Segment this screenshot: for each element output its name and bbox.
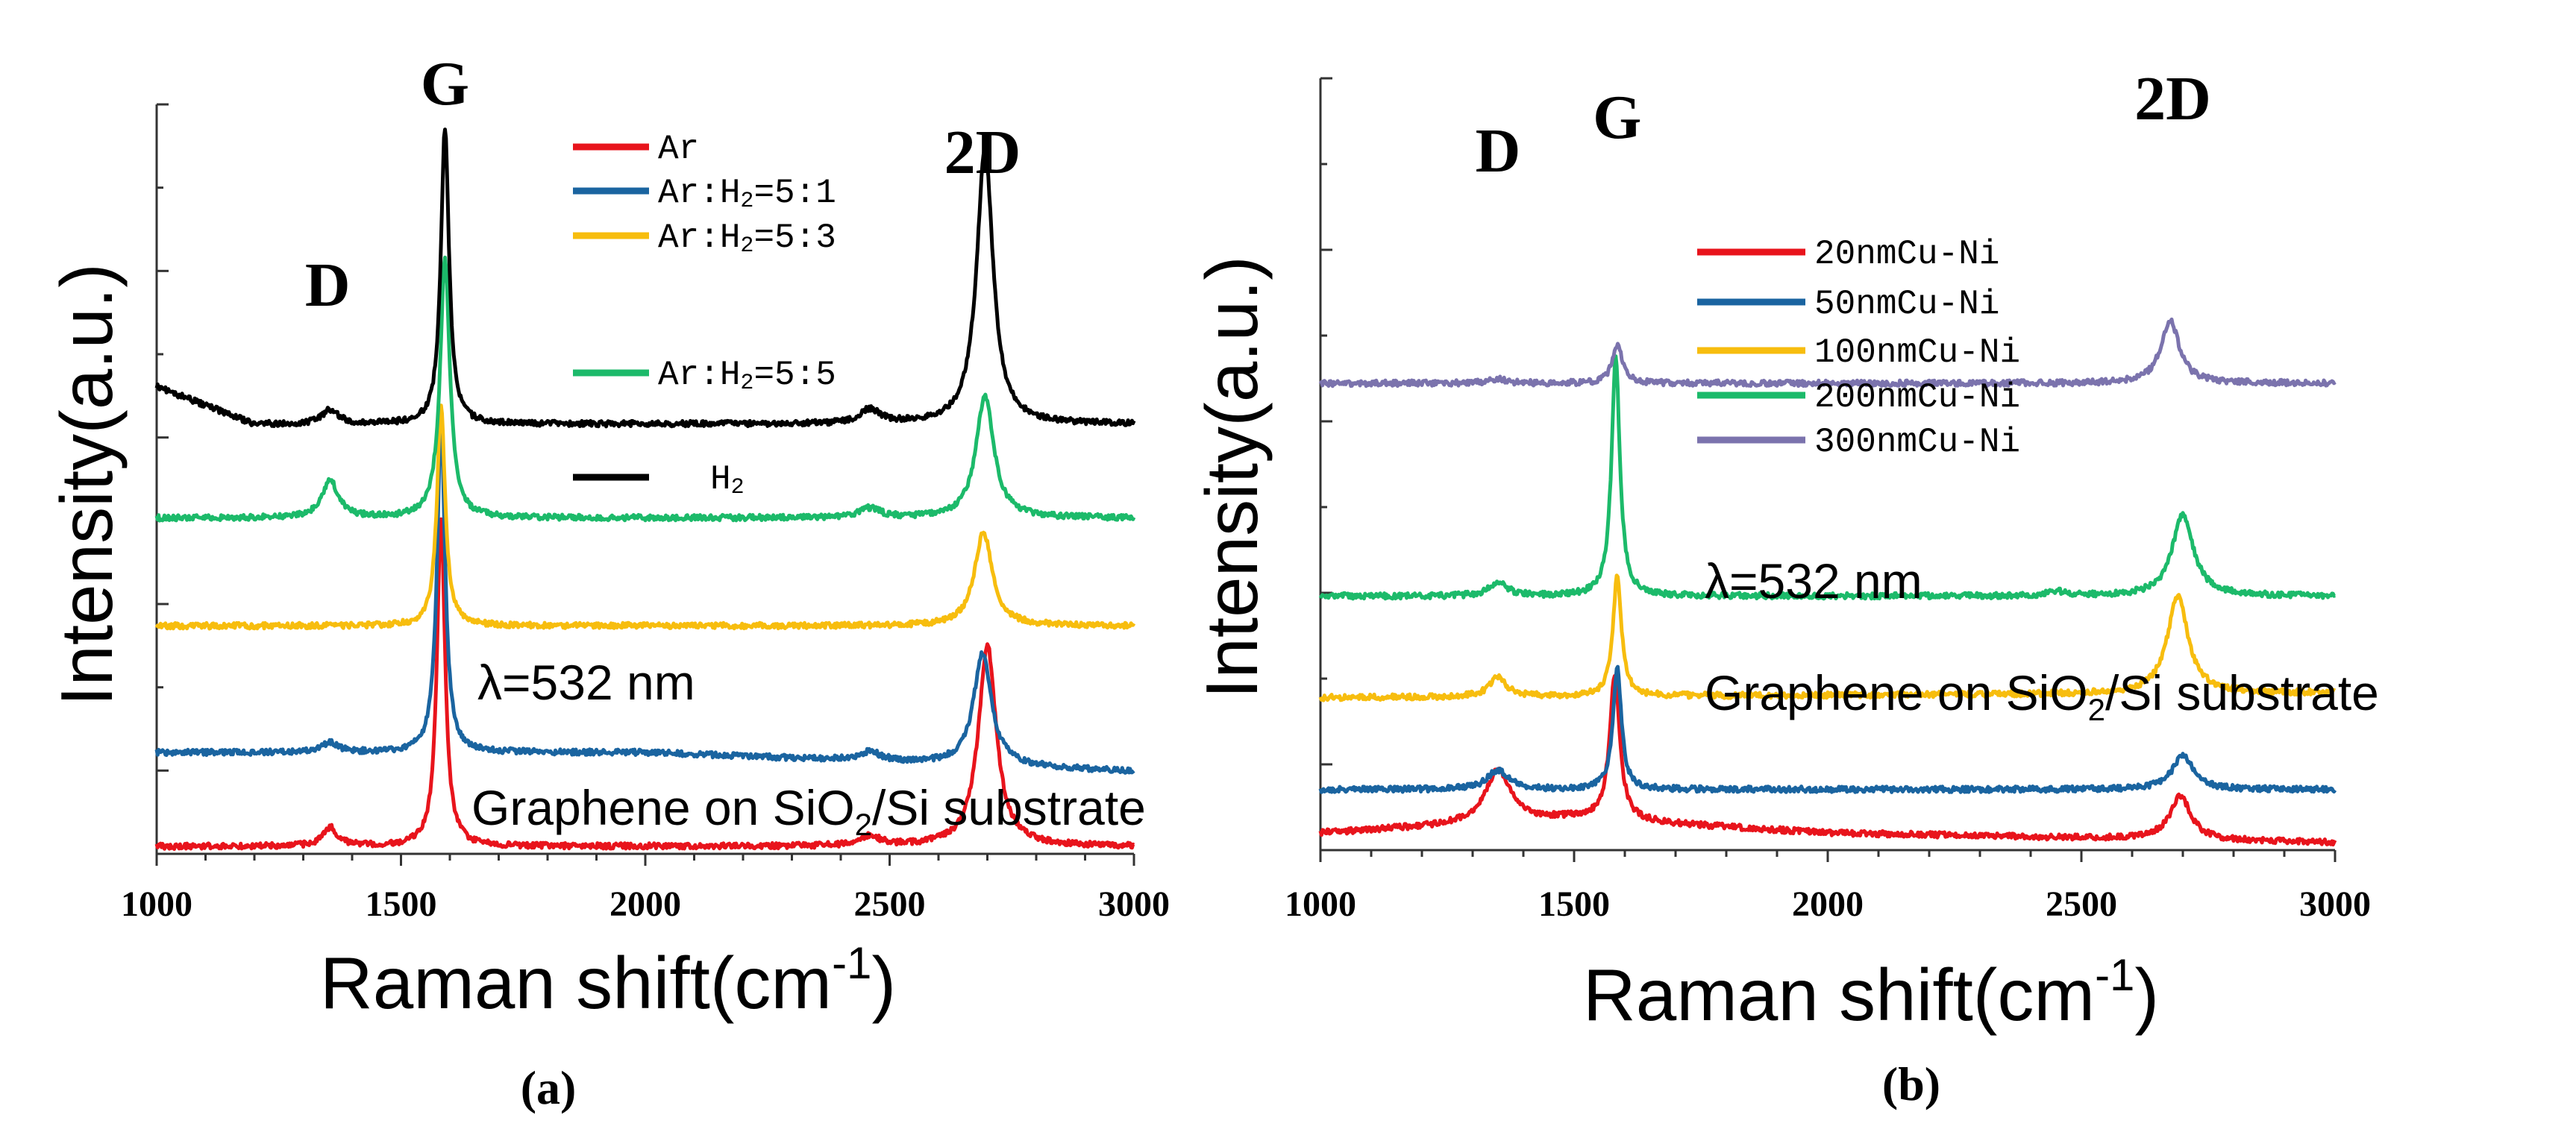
spectrum-200nmCu-Ni	[1318, 354, 2337, 601]
peak-label: 2D	[2134, 64, 2211, 133]
peak-label: G	[1593, 83, 1641, 152]
panel-a-peak-labels: D G 2D	[305, 49, 1021, 320]
legend-a-text-1: Ar	[658, 130, 699, 169]
panel-a-wavelength-annotation: λ=532 nm	[477, 655, 695, 710]
panel-a-axes	[155, 103, 1135, 866]
spectrum-Ar:H2=5:3	[154, 403, 1136, 631]
x-tick-label: 1000	[1285, 884, 1356, 924]
panel-a-y-axis-title: Intensity(a.u.)	[46, 263, 128, 706]
peak-label: G	[421, 49, 469, 119]
legend-b-text-4: 200nmCu-Ni	[1814, 378, 2020, 417]
spectrum-300nmCu-Ni	[1318, 317, 2337, 389]
panel-b-curves	[1318, 317, 2337, 847]
x-tick-label: 1500	[366, 884, 437, 924]
x-tick-label: 2000	[609, 884, 681, 924]
panel-b-x-tick-labels: 1000 1500 2000 2500 3000	[1285, 884, 2371, 924]
spectrum-Ar:H2=5:1	[154, 424, 1135, 775]
panel-a-substrate-annotation: Graphene on SiO2/Si substrate	[471, 780, 1146, 842]
panel-a-label: (a)	[521, 1061, 577, 1114]
panel-b-legend: 20nmCu-Ni 50nmCu-Ni 100nmCu-Ni 200nmCu-N…	[1697, 235, 2020, 462]
spectrum-Ar	[154, 517, 1135, 851]
spectrum-20nmCu-Ni	[1318, 674, 2337, 847]
spectrum-H2	[154, 128, 1136, 429]
spectrum-Ar:H2=5:5	[154, 255, 1136, 523]
legend-a-text-5: H2	[710, 460, 745, 500]
legend-a-text-2: Ar:H2=5:1	[658, 174, 836, 214]
panel-a-x-tick-labels: 1000 1500 2000 2500 3000	[121, 884, 1170, 924]
spectrum-50nmCu-Ni	[1318, 664, 2337, 794]
x-tick-label: 2500	[854, 884, 926, 924]
panel-b-substrate-annotation: Graphene on SiO2/Si substrate	[1705, 665, 2379, 727]
panel-a-x-axis-title: Raman shift(cm-1)	[320, 938, 896, 1024]
x-tick-label: 1000	[121, 884, 192, 924]
spectrum-100nmCu-Ni	[1318, 573, 2337, 702]
panel-b-x-axis-title: Raman shift(cm-1)	[1583, 950, 2159, 1036]
peak-label: 2D	[944, 118, 1021, 187]
panel-b-y-axis-title: Intensity(a.u.)	[1191, 256, 1273, 699]
x-tick-label: 3000	[1098, 884, 1170, 924]
x-tick-label: 1500	[1538, 884, 1610, 924]
x-tick-label: 2500	[2046, 884, 2117, 924]
panel-b-peak-labels: D G 2D	[1476, 64, 2211, 186]
legend-b-text-3: 100nmCu-Ni	[1814, 333, 2020, 372]
peak-label: D	[1476, 116, 1521, 186]
panel-b-axes	[1319, 77, 2337, 862]
panel-b: 1000 1500 2000 2500 3000 D G 2D 20nmCu-Ni 50nm…	[1191, 64, 2379, 1110]
panel-a-curves	[154, 128, 1136, 851]
panel-a-legend: Ar Ar:H2=5:1 Ar:H2=5:3 Ar:H2=5:5 H2	[573, 130, 836, 500]
panel-a: 1000 1500 2000 2500 3000 D G 2D Ar Ar:H2=5:1 A…	[46, 49, 1170, 1114]
legend-b-text-5: 300nmCu-Ni	[1814, 423, 2020, 462]
x-tick-label: 3000	[2299, 884, 2371, 924]
legend-b-text-2: 50nmCu-Ni	[1814, 285, 1999, 324]
x-tick-label: 2000	[1792, 884, 1864, 924]
legend-a-text-3: Ar:H2=5:3	[658, 218, 836, 259]
panel-b-label: (b)	[1882, 1057, 1940, 1110]
peak-label: D	[305, 251, 351, 320]
legend-a-text-4: Ar:H2=5:5	[658, 356, 836, 396]
legend-b-text-1: 20nmCu-Ni	[1814, 235, 1999, 274]
panel-b-wavelength-annotation: λ=532 nm	[1705, 553, 1922, 609]
